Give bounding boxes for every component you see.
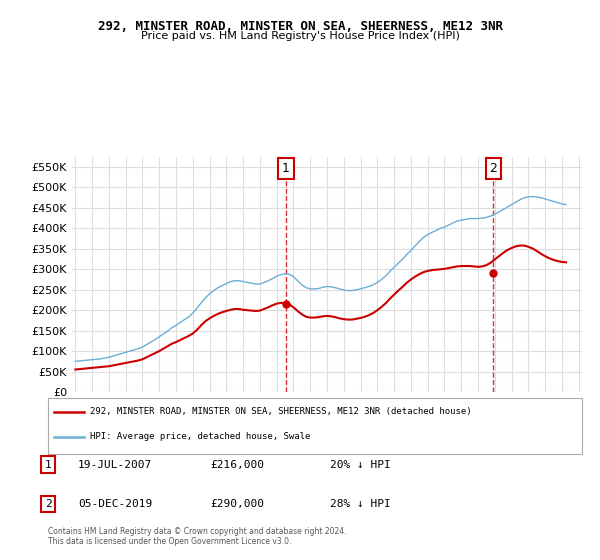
Text: 2: 2 xyxy=(44,499,52,509)
Text: Contains HM Land Registry data © Crown copyright and database right 2024.
This d: Contains HM Land Registry data © Crown c… xyxy=(48,526,347,546)
Text: Price paid vs. HM Land Registry's House Price Index (HPI): Price paid vs. HM Land Registry's House … xyxy=(140,31,460,41)
Text: 292, MINSTER ROAD, MINSTER ON SEA, SHEERNESS, ME12 3NR (detached house): 292, MINSTER ROAD, MINSTER ON SEA, SHEER… xyxy=(90,407,472,416)
Text: £216,000: £216,000 xyxy=(210,460,264,470)
Text: 05-DEC-2019: 05-DEC-2019 xyxy=(78,499,152,509)
Text: 1: 1 xyxy=(44,460,52,470)
Text: 2: 2 xyxy=(490,162,497,175)
Text: 20% ↓ HPI: 20% ↓ HPI xyxy=(330,460,391,470)
Text: 292, MINSTER ROAD, MINSTER ON SEA, SHEERNESS, ME12 3NR: 292, MINSTER ROAD, MINSTER ON SEA, SHEER… xyxy=(97,20,503,32)
Text: HPI: Average price, detached house, Swale: HPI: Average price, detached house, Swal… xyxy=(90,432,310,441)
Text: 28% ↓ HPI: 28% ↓ HPI xyxy=(330,499,391,509)
Text: £290,000: £290,000 xyxy=(210,499,264,509)
Text: 19-JUL-2007: 19-JUL-2007 xyxy=(78,460,152,470)
Text: 1: 1 xyxy=(282,162,290,175)
